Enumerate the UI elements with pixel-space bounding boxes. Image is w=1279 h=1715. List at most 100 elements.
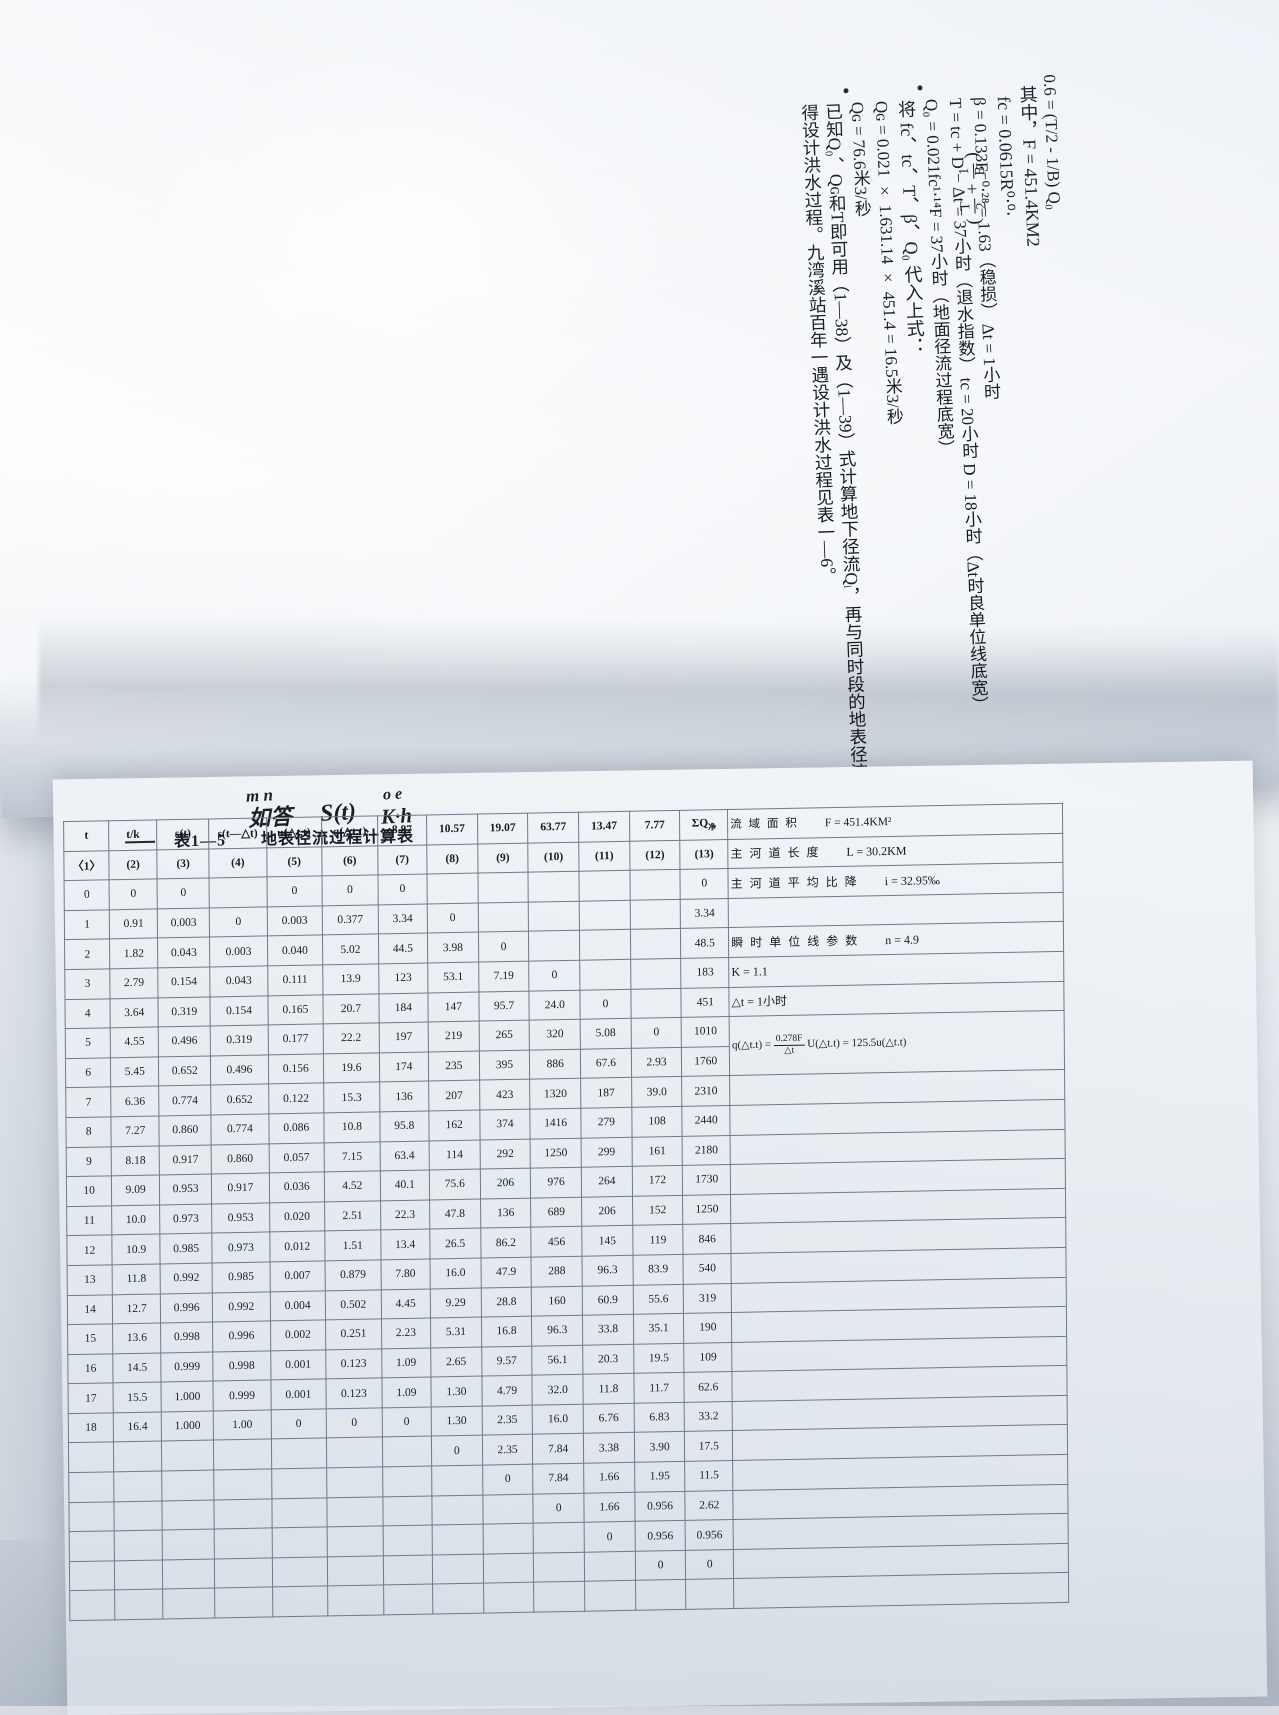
cell-r24-c6: [327, 1585, 384, 1616]
cell-r17-c7: 1.09: [381, 1377, 432, 1408]
cell-r6-c2: 5.45: [110, 1056, 159, 1088]
cell-r0-c5: 0: [266, 876, 323, 907]
cell-r6-c5: 0.156: [267, 1053, 324, 1085]
cell-r14-c11: 60.9: [582, 1284, 634, 1316]
cell-r0-c3: 0: [157, 878, 210, 909]
cell-r1-c11: [579, 900, 631, 931]
cell-r19-c11: 3.38: [583, 1432, 635, 1464]
cell-r9-c1: 9: [66, 1146, 112, 1177]
side-value-0: F = 451.4KM²: [824, 816, 892, 830]
cell-r22-c12: 0.956: [634, 1520, 686, 1552]
cell-r18-c12: 6.83: [633, 1402, 685, 1433]
side-value-1: L = 30.2KM: [846, 844, 907, 860]
cell-r1-c6: 0.377: [322, 904, 379, 936]
cell-r16-c7: 1.09: [381, 1347, 431, 1379]
cell-r8-c5: 0.086: [268, 1112, 325, 1144]
cell-r11-c11: 206: [581, 1196, 633, 1227]
cell-r13-c2: 11.8: [112, 1263, 161, 1295]
cell-r8-c1: 8: [65, 1116, 112, 1148]
formula-lhs: q(△t.t) =: [731, 1038, 772, 1052]
cell-r3-c5: 0.111: [267, 964, 324, 996]
cell-r2-c2: 1.82: [109, 938, 158, 969]
cell-r8-c9: 374: [479, 1109, 531, 1140]
cell-r3-c11: [579, 959, 631, 990]
cell-r4-c6: 20.7: [323, 993, 379, 1025]
cell-r3-c1: 3: [64, 968, 111, 1000]
cell-r14-c6: 0.502: [325, 1289, 382, 1321]
cell-r21-c10: 0: [533, 1492, 585, 1524]
cell-r23-c13: 0: [685, 1549, 734, 1580]
cell-r0-c8: [426, 873, 478, 904]
cell-r20-c1: [68, 1471, 115, 1503]
cell-r0-c11: [579, 870, 630, 901]
cell-r19-c8: 0: [431, 1435, 483, 1467]
cell-r5-c7: 197: [378, 1022, 429, 1053]
cell-r10-c8: 75.6: [429, 1169, 481, 1200]
bullet-dot-2: [843, 88, 849, 94]
cell-r0-c13: 0: [680, 868, 729, 900]
cell-r20-c11: 1.66: [583, 1462, 635, 1493]
column-index-10: (10): [528, 841, 580, 873]
cell-r11-c12: 152: [632, 1195, 684, 1226]
cell-r8-c3: 0.860: [159, 1114, 212, 1146]
cell-r5-c5: 0.177: [267, 1024, 324, 1055]
cell-r2-c4: 0.003: [209, 936, 268, 967]
cell-r23-c6: [327, 1555, 384, 1587]
cell-r14-c9: 28.8: [480, 1286, 532, 1318]
cell-r23-c7: [383, 1554, 433, 1586]
cell-r22-c7: [382, 1525, 433, 1556]
column-header-7: 8.87: [377, 814, 427, 846]
cell-r11-c3: 0.973: [159, 1203, 213, 1235]
cell-r11-c10: 689: [530, 1196, 582, 1228]
side-value-2: i = 32.95‰: [884, 873, 940, 889]
handwriting-oe: o e: [382, 785, 403, 804]
cell-r20-c5: [271, 1467, 327, 1499]
cell-r7-c11: 187: [580, 1077, 632, 1109]
cell-r12-c10: 456: [531, 1226, 583, 1258]
cell-r11-c5: 0.020: [269, 1201, 325, 1233]
cell-r24-c9: [483, 1582, 535, 1614]
cell-r15-c1: 15: [67, 1323, 114, 1355]
cell-r4-c12: [630, 987, 682, 1019]
cell-r7-c2: 6.36: [111, 1086, 160, 1117]
cell-r7-c12: 39.0: [631, 1076, 683, 1108]
cell-r22-c9: [482, 1523, 534, 1554]
cell-r7-c13: 2310: [682, 1075, 730, 1107]
cell-r14-c10: 160: [531, 1285, 583, 1317]
column-index-13: (13): [680, 839, 729, 870]
cell-r18-c9: 2.35: [481, 1405, 533, 1436]
formula-rhs: U(△t.t) = 125.5u(△t.t): [807, 1036, 907, 1051]
cell-r3-c6: 13.9: [322, 963, 379, 995]
cell-r14-c2: 12.7: [112, 1293, 161, 1324]
surface-runoff-table-container: t t/k s(t) s(t—△t) u(△t.t) q(△t.t) 8.87 10.57 19…: [63, 803, 1069, 1621]
cell-r6-c13: 1760: [681, 1046, 730, 1077]
cell-r21-c8: [431, 1494, 483, 1526]
cell-r6-c9: 395: [479, 1049, 530, 1081]
cell-r13-c10: 288: [531, 1256, 583, 1287]
cell-r9-c11: 299: [581, 1136, 633, 1168]
cell-r23-c5: [271, 1556, 328, 1588]
cell-r19-c13: 17.5: [684, 1430, 733, 1462]
side-label-2: 主 河 道 平 均 比 降: [730, 874, 859, 891]
cell-r2-c5: 0.040: [267, 935, 323, 966]
cell-r0-c7: 0: [377, 874, 428, 905]
cell-r14-c12: 55.6: [632, 1283, 684, 1315]
cell-r12-c3: 0.985: [159, 1233, 213, 1264]
cell-r8-c11: 279: [580, 1107, 632, 1138]
column-header-8: 10.57: [426, 814, 478, 845]
cell-r23-c2: [114, 1559, 163, 1591]
cell-r10-c2: 9.09: [111, 1175, 160, 1206]
cell-r11-c6: 2.51: [324, 1200, 381, 1232]
cell-r3-c4: 0.043: [210, 965, 268, 997]
cell-r24-c5: [272, 1586, 328, 1617]
cell-r12-c6: 1.51: [324, 1230, 381, 1261]
cell-r1-c9: [477, 901, 529, 933]
cell-r21-c11: 1.66: [583, 1491, 635, 1523]
side-label-1: 主 河 道 长 度: [730, 845, 821, 862]
surface-runoff-table: t t/k s(t) s(t—△t) u(△t.t) q(△t.t) 8.87 10.57 19…: [63, 803, 1069, 1621]
cell-r9-c12: 161: [631, 1135, 683, 1167]
cell-r22-c2: [114, 1530, 163, 1561]
cell-r1-c7: 3.34: [377, 903, 428, 935]
cell-r14-c5: 0.004: [269, 1290, 326, 1322]
